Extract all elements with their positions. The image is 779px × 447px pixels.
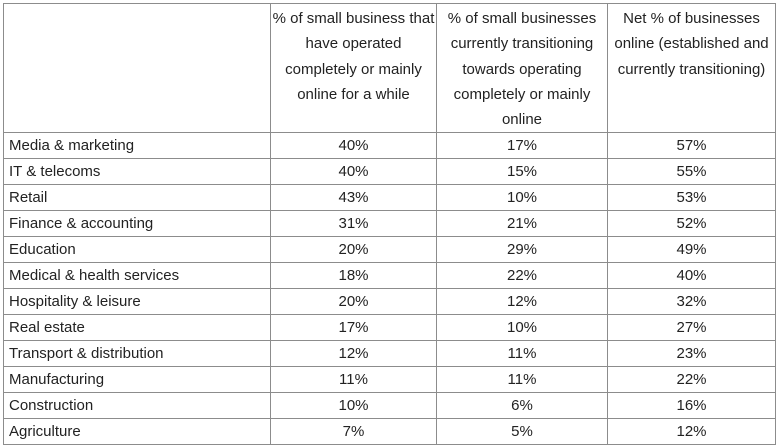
established-online-cell: 40%	[270, 132, 437, 160]
transitioning-online-cell: 10%	[436, 314, 608, 342]
header-established-online: % of small business that have operated c…	[270, 2, 437, 134]
net-online-cell: 52%	[607, 210, 776, 238]
table-row: Transport & distribution 12% 11% 23%	[3, 340, 776, 368]
established-online-cell: 40%	[270, 158, 437, 186]
net-online-cell: 22%	[607, 366, 776, 394]
sector-cell: Media & marketing	[3, 132, 271, 160]
table-row: Medical & health services 18% 22% 40%	[3, 262, 776, 290]
transitioning-online-cell: 11%	[436, 340, 608, 368]
sector-cell: Hospitality & leisure	[3, 288, 271, 316]
table-row: Education 20% 29% 49%	[3, 236, 776, 264]
table-body: Media & marketing 40% 17% 57% IT & telecoms 4…	[3, 132, 776, 446]
table-row: Construction 10% 6% 16%	[3, 392, 776, 420]
header-net-online: Net % of businesses online (established …	[607, 2, 776, 134]
established-online-cell: 43%	[270, 184, 437, 212]
transitioning-online-cell: 29%	[436, 236, 608, 264]
header-transitioning-online: % of small businesses currently transiti…	[436, 2, 608, 134]
table-row: Finance & accounting 31% 21% 52%	[3, 210, 776, 238]
net-online-cell: 53%	[607, 184, 776, 212]
transitioning-online-cell: 17%	[436, 132, 608, 160]
net-online-cell: 55%	[607, 158, 776, 186]
sector-cell: IT & telecoms	[3, 158, 271, 186]
established-online-cell: 20%	[270, 236, 437, 264]
established-online-cell: 31%	[270, 210, 437, 238]
transitioning-online-cell: 5%	[436, 418, 608, 446]
header-row: % of small business that have operated c…	[3, 2, 776, 134]
table-row: Real estate 17% 10% 27%	[3, 314, 776, 342]
table-row: Agriculture 7% 5% 12%	[3, 418, 776, 446]
table-row: Retail 43% 10% 53%	[3, 184, 776, 212]
transitioning-online-cell: 11%	[436, 366, 608, 394]
header-blank-cell	[3, 2, 271, 134]
sector-cell: Medical & health services	[3, 262, 271, 290]
sector-cell: Real estate	[3, 314, 271, 342]
table-row: Hospitality & leisure 20% 12% 32%	[3, 288, 776, 316]
established-online-cell: 12%	[270, 340, 437, 368]
net-online-cell: 32%	[607, 288, 776, 316]
table-row: Media & marketing 40% 17% 57%	[3, 132, 776, 160]
net-online-cell: 40%	[607, 262, 776, 290]
established-online-cell: 11%	[270, 366, 437, 394]
net-online-cell: 27%	[607, 314, 776, 342]
table-row: IT & telecoms 40% 15% 55%	[3, 158, 776, 186]
established-online-cell: 20%	[270, 288, 437, 316]
data-table: % of small business that have operated c…	[3, 2, 776, 446]
transitioning-online-cell: 6%	[436, 392, 608, 420]
established-online-cell: 18%	[270, 262, 437, 290]
sector-cell: Agriculture	[3, 418, 271, 446]
net-online-cell: 23%	[607, 340, 776, 368]
sector-cell: Finance & accounting	[3, 210, 271, 238]
established-online-cell: 17%	[270, 314, 437, 342]
established-online-cell: 7%	[270, 418, 437, 446]
sector-cell: Construction	[3, 392, 271, 420]
transitioning-online-cell: 12%	[436, 288, 608, 316]
sector-cell: Education	[3, 236, 271, 264]
transitioning-online-cell: 10%	[436, 184, 608, 212]
transitioning-online-cell: 21%	[436, 210, 608, 238]
transitioning-online-cell: 22%	[436, 262, 608, 290]
net-online-cell: 57%	[607, 132, 776, 160]
net-online-cell: 12%	[607, 418, 776, 446]
established-online-cell: 10%	[270, 392, 437, 420]
net-online-cell: 49%	[607, 236, 776, 264]
transitioning-online-cell: 15%	[436, 158, 608, 186]
table-row: Manufacturing 11% 11% 22%	[3, 366, 776, 394]
net-online-cell: 16%	[607, 392, 776, 420]
sector-cell: Retail	[3, 184, 271, 212]
sector-cell: Manufacturing	[3, 366, 271, 394]
sector-cell: Transport & distribution	[3, 340, 271, 368]
